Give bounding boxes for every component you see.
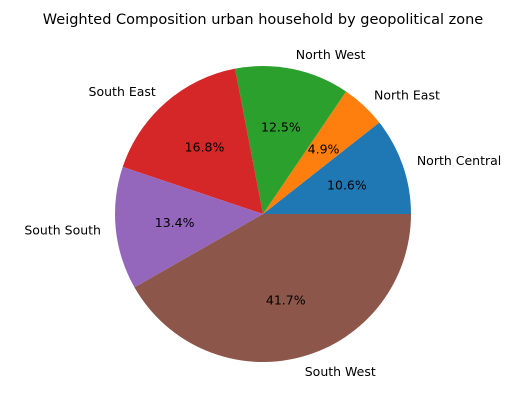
pie-category-label-south-south: South South: [24, 222, 101, 237]
pie-percent-label-south-east: 16.8%: [185, 140, 225, 155]
pie-percent-label-south-south: 13.4%: [155, 215, 195, 230]
pie-category-label-north-west: North West: [296, 47, 366, 62]
pie-category-label-south-west: South West: [305, 364, 376, 379]
pie-percent-label-north-central: 10.6%: [327, 177, 367, 192]
pie-percent-label-south-west: 41.7%: [266, 292, 306, 307]
pie-category-label-north-central: North Central: [417, 153, 501, 168]
pie-category-label-north-east: North East: [374, 87, 440, 102]
pie-category-label-south-east: South East: [89, 84, 156, 99]
pie-percent-label-north-east: 4.9%: [308, 142, 340, 157]
chart-title: Weighted Composition urban household by …: [43, 12, 483, 28]
pie-percent-label-north-west: 12.5%: [261, 120, 301, 135]
pie-slices: [115, 66, 411, 362]
